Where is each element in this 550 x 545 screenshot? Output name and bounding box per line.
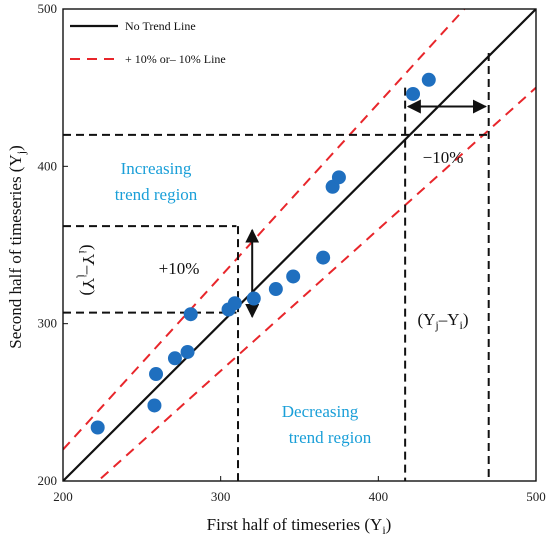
data-points-layer	[90, 72, 436, 435]
data-point-11	[286, 269, 301, 284]
legend: No Trend Line + 10% or– 10% Line	[70, 19, 226, 66]
x-axis-title: First half of timeseries (Yi)	[207, 515, 392, 537]
data-point-12	[316, 250, 331, 265]
y-tick-label-500: 500	[38, 1, 58, 16]
data-point-14	[331, 170, 346, 185]
y-tick-label-400: 400	[38, 158, 58, 173]
data-point-5	[180, 344, 195, 359]
lower-ten-percent-line	[96, 86, 536, 481]
decreasing-region-label-line1: Decreasing	[282, 402, 359, 421]
legend-no-trend-label: No Trend Line	[125, 19, 196, 33]
x-tick-label-400: 400	[369, 489, 389, 504]
increasing-region-label-line2: trend region	[115, 185, 198, 204]
x-tick-label-300: 300	[211, 489, 231, 504]
reference-lines-layer	[63, 9, 536, 481]
axis-ticks-layer: 200 300 400 500 200 300 400 500	[38, 1, 546, 504]
y-tick-label-200: 200	[38, 473, 58, 488]
data-point-3	[149, 367, 164, 382]
x-tick-label-200: 200	[53, 489, 73, 504]
data-point-6	[183, 307, 198, 322]
data-point-9	[246, 291, 261, 306]
y-tick-label-300: 300	[38, 316, 58, 331]
y-axis-title: Second half of timeseries (Yj)	[6, 145, 28, 349]
data-point-16	[421, 72, 436, 87]
rotated-yj-minus-yi-label: (Yj–Yi)	[76, 244, 98, 295]
plot-frame	[62, 8, 537, 482]
data-point-10	[268, 282, 283, 297]
yj-minus-yi-label: (Yj–Yi)	[417, 310, 468, 332]
data-point-4	[167, 351, 182, 366]
decreasing-region-label-line2: trend region	[289, 428, 372, 447]
upper-ten-percent-line	[63, 9, 466, 451]
data-point-1	[90, 420, 105, 435]
legend-ten-percent-label: + 10% or– 10% Line	[125, 52, 226, 66]
guide-lines-layer	[63, 53, 492, 481]
data-point-8	[227, 296, 242, 311]
data-point-15	[406, 86, 421, 101]
data-point-2	[147, 398, 162, 413]
increasing-region-label-line1: Increasing	[121, 159, 192, 178]
plus-ten-percent-label: +10%	[159, 259, 200, 278]
minus-ten-percent-label: −10%	[423, 148, 464, 167]
no-trend-line	[63, 9, 536, 481]
x-tick-label-500: 500	[526, 489, 546, 504]
